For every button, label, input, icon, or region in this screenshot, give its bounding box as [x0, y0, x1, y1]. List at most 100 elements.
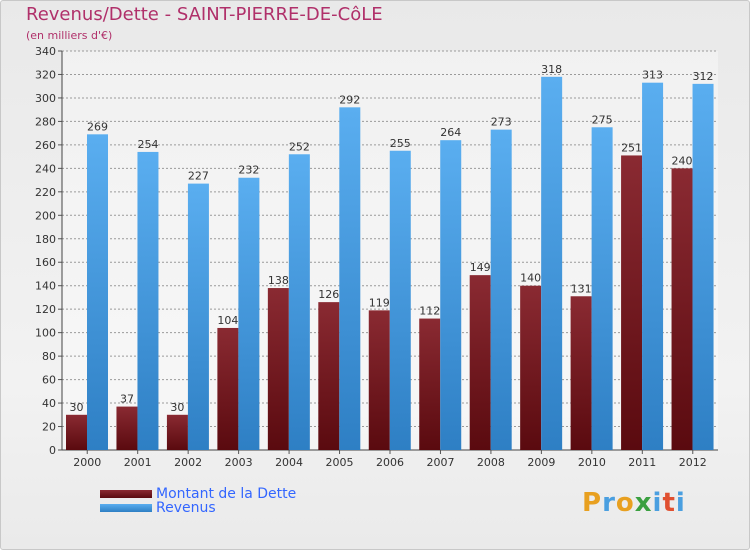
legend-item-dette: Montant de la Dette	[100, 486, 296, 502]
logo-letter: r	[602, 488, 616, 518]
data-label-revenus: 252	[289, 140, 310, 153]
x-tick-label: 2003	[225, 456, 253, 469]
bar-revenus	[440, 140, 462, 450]
x-tick-label: 2007	[426, 456, 454, 469]
logo-letter: t	[662, 488, 676, 518]
data-label-revenus: 275	[592, 113, 613, 126]
bar-revenus	[87, 134, 108, 450]
bar-revenus	[490, 129, 512, 450]
bar-revenus	[288, 154, 310, 451]
y-tick-label: 80	[42, 350, 56, 363]
x-tick-label: 2012	[679, 456, 707, 469]
y-tick-label: 20	[42, 421, 56, 434]
y-tick-label: 180	[35, 233, 56, 246]
data-label-dette: 251	[621, 141, 642, 154]
data-label-dette: 138	[268, 274, 289, 287]
bar-dette	[116, 406, 138, 450]
data-label-dette: 30	[170, 401, 184, 414]
data-label-dette: 140	[520, 272, 541, 285]
data-label-dette: 104	[217, 314, 238, 327]
y-tick-label: 320	[35, 68, 56, 81]
y-tick-label: 140	[35, 280, 56, 293]
x-tick-label: 2000	[73, 456, 101, 469]
legend-swatch-revenus	[100, 504, 152, 512]
legend-label-revenus: Revenus	[156, 500, 216, 516]
data-label-dette: 149	[470, 261, 491, 274]
bar-revenus	[137, 151, 159, 450]
chart-subtitle: (en milliers d'€)	[26, 29, 113, 42]
x-tick-label: 2005	[326, 456, 354, 469]
logo-letter: x	[634, 488, 653, 518]
x-tick-label: 2002	[174, 456, 202, 469]
bar-dette	[671, 168, 693, 450]
bar-revenus	[389, 150, 411, 450]
data-label-dette: 112	[419, 305, 440, 318]
x-tick-label: 2010	[578, 456, 606, 469]
x-tick-label: 2001	[124, 456, 152, 469]
logo-letter: i	[652, 488, 663, 518]
bar-dette	[166, 414, 188, 450]
data-label-dette: 30	[70, 401, 84, 414]
data-label-revenus: 227	[188, 170, 209, 183]
bar-revenus	[238, 177, 260, 450]
logo-letter: o	[615, 488, 635, 518]
data-label-dette: 131	[571, 282, 592, 295]
bar-revenus	[339, 107, 361, 451]
bar-dette	[368, 310, 390, 450]
data-label-revenus: 254	[137, 138, 158, 151]
bar-revenus	[642, 82, 664, 450]
data-label-revenus: 232	[238, 164, 259, 177]
bar-revenus	[541, 76, 563, 450]
bar-dette	[66, 414, 87, 450]
y-tick-label: 60	[42, 374, 56, 387]
bar-dette	[469, 275, 491, 450]
y-tick-label: 40	[42, 397, 56, 410]
bar-dette	[318, 302, 340, 450]
data-label-dette: 119	[369, 296, 390, 309]
y-tick-label: 260	[35, 139, 56, 152]
data-label-revenus: 255	[390, 137, 411, 150]
data-label-revenus: 269	[87, 120, 108, 133]
x-tick-label: 2008	[477, 456, 505, 469]
y-tick-label: 300	[35, 92, 56, 105]
legend-swatch-dette	[100, 490, 152, 498]
data-label-revenus: 318	[541, 63, 562, 76]
x-tick-label: 2011	[628, 456, 656, 469]
y-tick-label: 220	[35, 186, 56, 199]
y-tick-label: 340	[35, 45, 56, 58]
bar-dette	[267, 288, 289, 450]
data-label-revenus: 273	[491, 116, 512, 129]
y-tick-label: 160	[35, 256, 56, 269]
data-label-dette: 240	[672, 154, 693, 167]
bar-dette	[217, 327, 239, 450]
logo-letter: i	[675, 488, 686, 518]
x-tick-label: 2009	[527, 456, 555, 469]
data-label-revenus: 313	[642, 69, 663, 82]
proxiti-logo: Proxiti	[582, 488, 686, 518]
x-tick-label: 2004	[275, 456, 303, 469]
data-label-dette: 126	[318, 288, 339, 301]
bar-dette	[621, 155, 643, 450]
y-tick-label: 100	[35, 327, 56, 340]
bar-dette	[570, 296, 592, 450]
logo-letter: P	[582, 488, 603, 518]
data-label-revenus: 264	[440, 126, 461, 139]
y-tick-label: 280	[35, 115, 56, 128]
chart-title: Revenus/Dette - SAINT-PIERRE-DE-CôLE	[26, 4, 383, 25]
data-label-revenus: 292	[339, 93, 360, 106]
y-tick-label: 240	[35, 162, 56, 175]
bar-dette	[419, 318, 441, 450]
bar-revenus	[187, 183, 209, 450]
bar-revenus	[692, 83, 714, 450]
legend-item-revenus: Revenus	[100, 500, 216, 516]
y-tick-label: 120	[35, 303, 56, 316]
y-tick-label: 200	[35, 209, 56, 222]
data-label-dette: 37	[120, 393, 134, 406]
data-label-revenus: 312	[693, 70, 714, 83]
legend-label-dette: Montant de la Dette	[156, 486, 297, 502]
bar-dette	[520, 285, 542, 450]
y-tick-label: 0	[49, 444, 56, 457]
x-tick-label: 2006	[376, 456, 404, 469]
bar-revenus	[591, 127, 613, 450]
